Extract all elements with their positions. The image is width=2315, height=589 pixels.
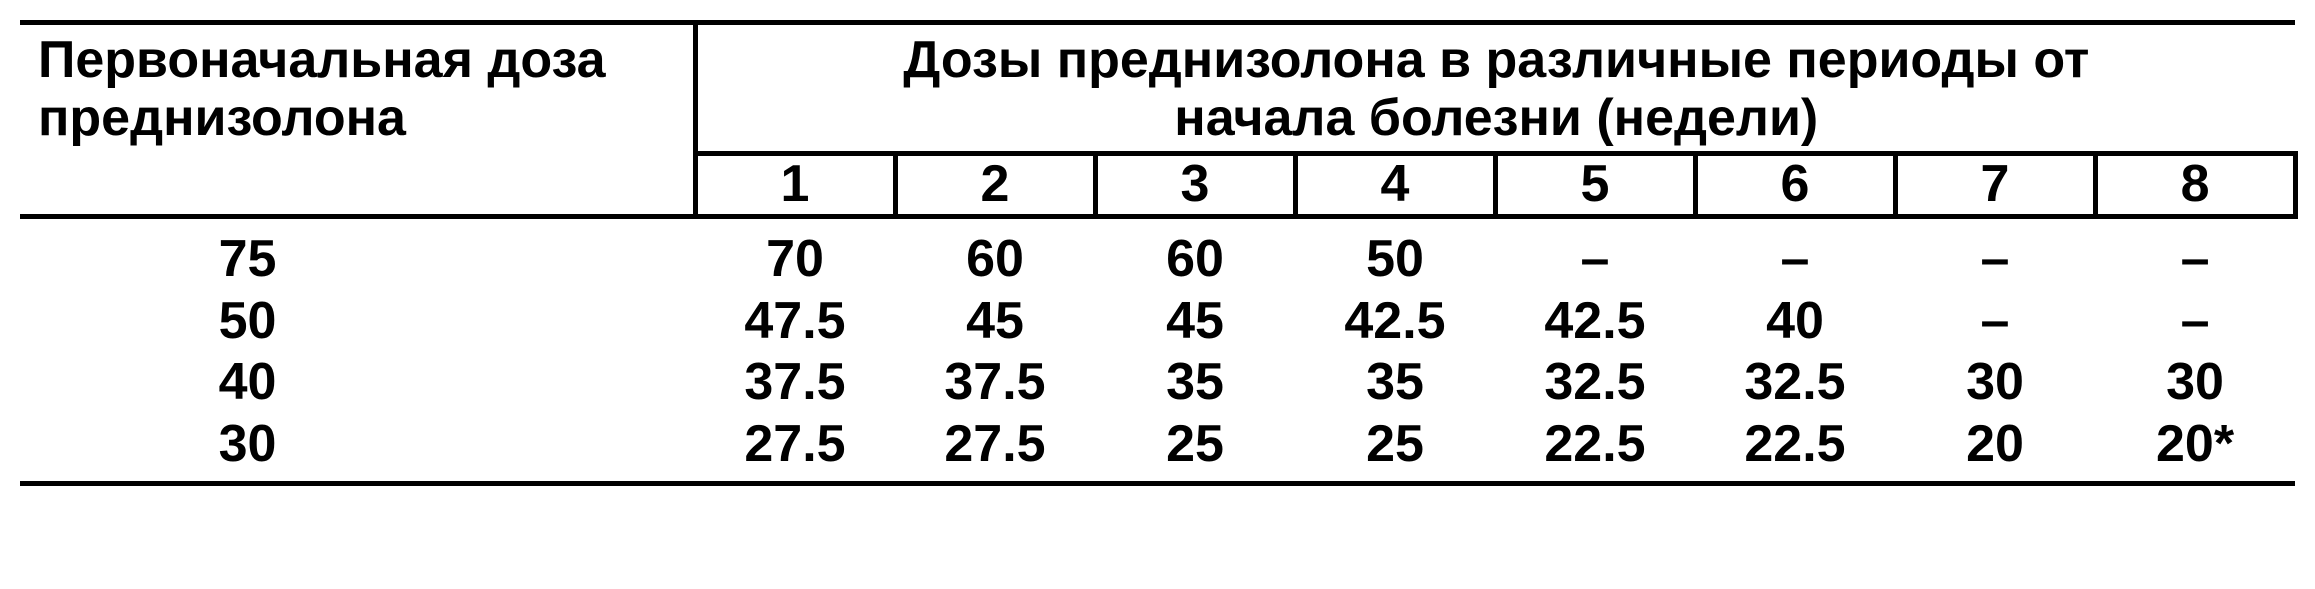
table-row: 30 27.5 27.5 25 25 22.5 22.5 20 20* <box>20 414 2295 484</box>
cell-initial: 50 <box>20 291 695 352</box>
cell-value: 60 <box>895 217 1095 291</box>
cell-value: 70 <box>695 217 895 291</box>
cell-value: – <box>1695 217 1895 291</box>
cell-value: – <box>1895 291 2095 352</box>
cell-value: 47.5 <box>695 291 895 352</box>
cell-value: 30 <box>2095 352 2295 413</box>
cell-value: 40 <box>1695 291 1895 352</box>
cell-initial: 75 <box>20 217 695 291</box>
cell-value: 37.5 <box>695 352 895 413</box>
header-week-4: 4 <box>1295 154 1495 217</box>
cell-value: 27.5 <box>695 414 895 484</box>
header-periods-line2: начала болезни (недели) <box>1174 89 1818 147</box>
table-row: 40 37.5 37.5 35 35 32.5 32.5 30 30 <box>20 352 2295 413</box>
cell-value: 22.5 <box>1495 414 1695 484</box>
header-empty <box>20 154 695 217</box>
cell-value: 27.5 <box>895 414 1095 484</box>
cell-value: 42.5 <box>1295 291 1495 352</box>
header-week-8: 8 <box>2095 154 2295 217</box>
cell-value: 35 <box>1295 352 1495 413</box>
header-periods: Дозы преднизолона в различные периоды от… <box>695 23 2295 154</box>
cell-value: 30 <box>1895 352 2095 413</box>
cell-initial: 40 <box>20 352 695 413</box>
cell-value: 45 <box>1095 291 1295 352</box>
cell-value: – <box>2095 291 2295 352</box>
header-week-2: 2 <box>895 154 1095 217</box>
cell-value: 45 <box>895 291 1095 352</box>
cell-value: 25 <box>1095 414 1295 484</box>
cell-value: – <box>1895 217 2095 291</box>
table-row: 50 47.5 45 45 42.5 42.5 40 – – <box>20 291 2295 352</box>
header-initial-dose-line1: Первоначальная доза <box>38 31 606 89</box>
header-initial-dose: Первоначальная доза преднизолона <box>20 23 695 154</box>
cell-value: 20 <box>1895 414 2095 484</box>
cell-initial: 30 <box>20 414 695 484</box>
cell-value: – <box>1495 217 1695 291</box>
prednisolone-dose-table: Первоначальная доза преднизолона Дозы пр… <box>20 20 2298 486</box>
table-row: 75 70 60 60 50 – – – – <box>20 217 2295 291</box>
cell-value: 42.5 <box>1495 291 1695 352</box>
header-periods-line1: Дозы преднизолона в различные периоды от <box>903 31 2089 89</box>
header-week-7: 7 <box>1895 154 2095 217</box>
cell-value: 37.5 <box>895 352 1095 413</box>
cell-value: – <box>2095 217 2295 291</box>
cell-value: 35 <box>1095 352 1295 413</box>
header-week-1: 1 <box>695 154 895 217</box>
header-initial-dose-line2: преднизолона <box>38 89 406 147</box>
cell-value: 22.5 <box>1695 414 1895 484</box>
header-week-6: 6 <box>1695 154 1895 217</box>
cell-value: 20* <box>2095 414 2295 484</box>
cell-value: 50 <box>1295 217 1495 291</box>
cell-value: 32.5 <box>1495 352 1695 413</box>
cell-value: 25 <box>1295 414 1495 484</box>
cell-value: 60 <box>1095 217 1295 291</box>
header-week-3: 3 <box>1095 154 1295 217</box>
header-week-5: 5 <box>1495 154 1695 217</box>
cell-value: 32.5 <box>1695 352 1895 413</box>
